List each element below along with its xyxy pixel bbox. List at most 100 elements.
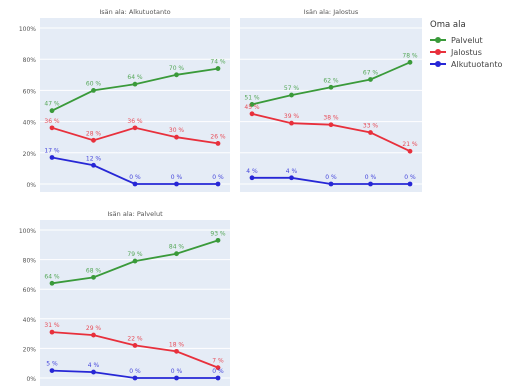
series-jalostus: 31 % 29 % 22 % 18 % 7 % (44, 322, 224, 371)
data-point (174, 348, 179, 354)
data-point (215, 237, 221, 243)
data-point (174, 72, 179, 78)
data-label: 7 % (212, 358, 224, 365)
data-point (215, 375, 221, 381)
y-tick-label: 100% (19, 26, 36, 33)
y-tick-label: 20% (23, 151, 37, 158)
data-label: 64 % (127, 74, 143, 81)
data-point (91, 332, 96, 338)
series-palvelut: 51 % 57 % 62 % 67 % 78 % (244, 52, 418, 107)
data-label: 0 % (129, 368, 141, 375)
data-label: 22 % (127, 335, 143, 342)
data-point (249, 102, 255, 107)
data-point (91, 137, 96, 143)
series-jalostus: 36 % 28 % 36 % 30 % 26 % (44, 118, 226, 146)
data-point (174, 181, 179, 187)
data-label: 4 % (88, 362, 100, 369)
data-label: 78 % (402, 52, 418, 59)
data-label: 5 % (46, 361, 58, 368)
data-point (49, 125, 55, 131)
data-label: 0 % (404, 174, 416, 181)
y-tick-label: 20% (23, 346, 37, 353)
y-tick-label: 0% (26, 182, 36, 189)
data-point (49, 329, 55, 335)
data-point (132, 343, 138, 348)
data-label: 12 % (86, 155, 102, 162)
panel-title: Isän ala: Alkutuotanto (99, 8, 170, 16)
legend-item-alkutuotanto[interactable]: Alkutuotanto (430, 58, 502, 70)
panel-title: Isän ala: Palvelut (107, 210, 163, 218)
legend-label-alkutuotanto: Alkutuotanto (451, 59, 503, 69)
data-point (249, 111, 255, 117)
data-point (289, 120, 294, 126)
data-point (49, 155, 55, 160)
data-label: 45 % (244, 104, 260, 111)
data-label: 68 % (86, 267, 102, 274)
data-point (215, 365, 221, 371)
y-tick-label: 0% (26, 376, 36, 383)
data-label: 47 % (44, 101, 60, 108)
facet-panel-3: 0% 20% 40% 60% 80% 100% Isän ala: Palvelut 64 %… (19, 210, 230, 386)
data-label: 28 % (86, 130, 102, 137)
legend-label-jalostus: Jalostus (451, 47, 482, 57)
data-point (368, 181, 373, 187)
data-point (407, 148, 413, 154)
series-alkutuotanto: 4 % 4 % 0 % 0 % 0 % (246, 168, 416, 187)
panel-title: Isän ala: Jalostus (304, 8, 359, 16)
data-label: 0 % (171, 174, 183, 181)
data-point (91, 162, 96, 168)
data-label: 4 % (246, 168, 258, 175)
data-label: 17 % (44, 147, 60, 154)
data-point (132, 181, 138, 187)
legend-swatch-jalostus (430, 49, 446, 55)
plot-area-2 (240, 18, 422, 192)
data-point (289, 175, 294, 181)
data-point (328, 181, 334, 187)
data-point (328, 122, 334, 128)
data-label: 70 % (169, 65, 185, 72)
data-label: 21 % (402, 141, 418, 148)
facet-panel-1: 0% 20% 40% 60% 80% 100% Isän ala: Alkutuotanto… (19, 8, 230, 192)
data-label: 57 % (284, 85, 300, 92)
data-label: 30 % (169, 127, 185, 134)
y-tick-label: 60% (23, 88, 37, 95)
data-label: 36 % (44, 118, 60, 125)
legend-item-jalostus[interactable]: Jalostus (430, 46, 502, 58)
data-label: 79 % (127, 251, 143, 258)
legend-item-palvelut[interactable]: Palvelut (430, 34, 502, 46)
data-label: 0 % (365, 174, 377, 181)
data-point (407, 181, 413, 187)
data-label: 62 % (323, 77, 339, 84)
data-point (132, 258, 138, 264)
y-tick-label: 100% (19, 228, 36, 235)
data-label: 33 % (363, 123, 379, 130)
y-tick-label: 40% (23, 317, 37, 324)
data-label: 0 % (212, 174, 224, 181)
series-jalostus: 45 % 39 % 38 % 33 % 21 % (244, 104, 418, 154)
data-point (49, 368, 55, 373)
legend-label-palvelut: Palvelut (451, 35, 483, 45)
data-label: 26 % (210, 133, 226, 140)
series-palvelut: 47 % 60 % 64 % 70 % 74 % (44, 59, 226, 114)
data-label: 29 % (86, 325, 102, 332)
data-point (49, 280, 55, 286)
y-tick-label: 80% (23, 258, 37, 265)
data-label: 0 % (212, 368, 224, 375)
data-label: 39 % (284, 113, 300, 120)
data-label: 74 % (210, 59, 226, 66)
data-label: 60 % (86, 80, 102, 87)
series-palvelut: 64 % 68 % 79 % 84 % 93 % (44, 230, 226, 286)
plot-area-1 (40, 18, 230, 192)
data-label: 84 % (169, 244, 185, 251)
legend: Oma ala Palvelut Jalostus Alkutuotanto (430, 20, 502, 70)
data-point (91, 88, 96, 93)
data-label: 0 % (325, 174, 337, 181)
data-point (49, 108, 55, 114)
data-label: 64 % (44, 273, 60, 280)
data-point (132, 375, 138, 381)
data-point (407, 59, 413, 65)
data-label: 31 % (44, 322, 60, 329)
data-point (289, 92, 294, 98)
